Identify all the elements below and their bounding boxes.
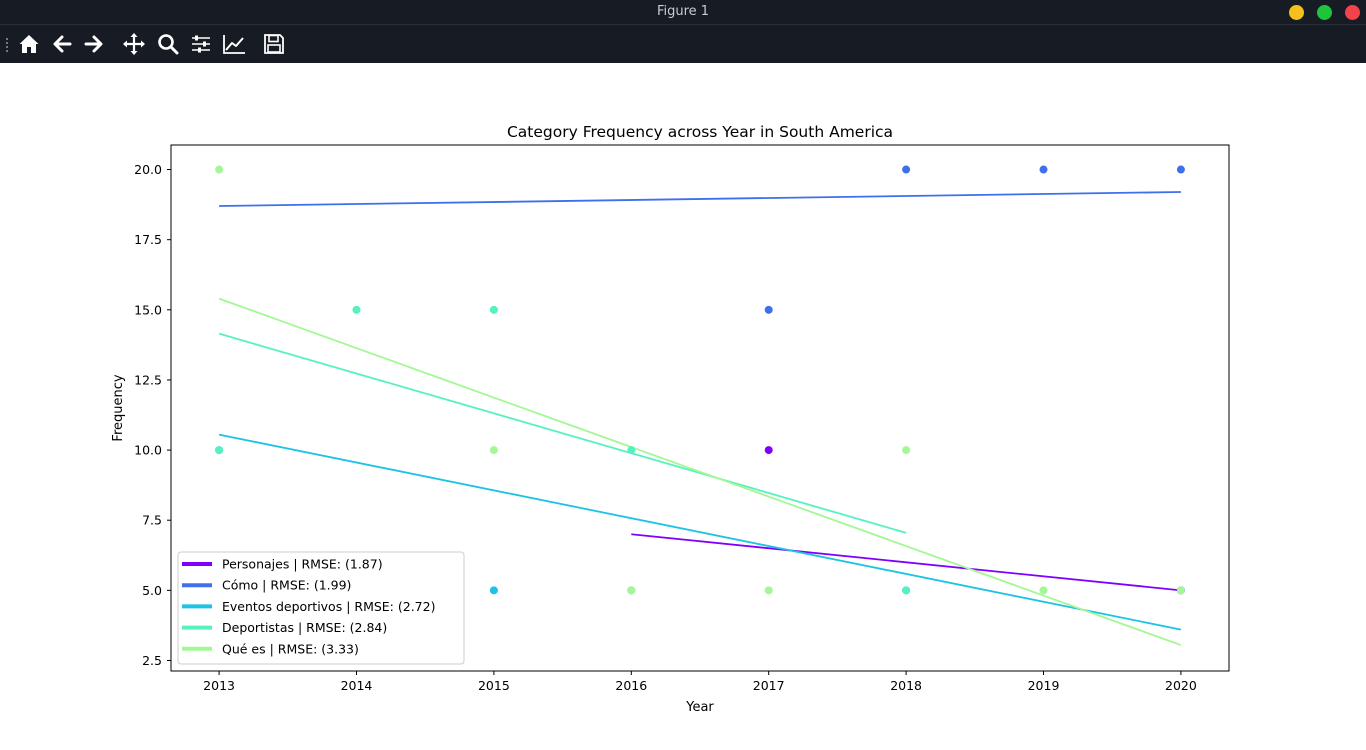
figure-canvas[interactable]: Category Frequency across Year in South … [0,63,1366,746]
legend-entry-label: Cómo | RMSE: (1.99) [222,578,351,593]
data-point-series-1 [1176,165,1185,174]
toolbar-grip-handle[interactable] [5,37,9,53]
axis-ticks: 2013 2014 2015 2016 2017 2018 2019 2020 2.5 5.0 7.… [134,162,1197,693]
scatter-chart[interactable]: Category Frequency across Year in South … [0,63,1366,746]
maximize-button[interactable] [1317,5,1332,20]
data-point-series-4 [215,165,224,174]
arrow-left-icon [53,35,72,53]
chart-title: Category Frequency across Year in South … [507,123,893,141]
window-titlebar: Figure 1 [0,0,1366,24]
data-point-series-4 [489,446,498,455]
x-tick-label: 2020 [1165,678,1197,693]
move-icon [123,33,145,55]
x-tick-label: 2019 [1028,678,1060,693]
data-point-series-1 [1039,165,1048,174]
zoom-button[interactable] [154,30,182,58]
y-axis-label: Frequency [111,374,126,441]
save-button[interactable] [260,30,288,58]
home-icon [19,35,39,53]
y-tick-label: 7.5 [142,513,162,528]
trend-line-series-3 [218,332,907,534]
navigation-toolbar [0,24,1366,63]
data-point-series-4 [627,586,636,595]
window-title: Figure 1 [656,4,710,19]
x-tick-label: 2017 [753,678,785,693]
axes-frame [170,144,1230,672]
data-point-series-4 [1176,586,1185,595]
x-tick-label: 2016 [615,678,647,693]
data-point-series-0 [764,446,773,455]
legend: Personajes | RMSE: (1.87) Cómo | RMSE: (1… [177,551,465,665]
x-tick-label: 2018 [890,678,922,693]
y-tick-label: 10.0 [134,443,162,458]
close-button[interactable] [1345,5,1360,20]
y-tick-label: 12.5 [134,372,162,387]
data-point-series-3 [215,446,224,455]
trend-line-series-4 [218,297,1182,646]
trend-line-series-0 [631,533,1182,592]
y-tick-label: 5.0 [142,583,162,598]
sliders-icon [192,35,210,53]
y-tick-label: 20.0 [134,162,162,177]
trend-line-series-2 [218,433,1182,631]
data-point-series-2 [489,586,498,595]
legend-entry-label: Personajes | RMSE: (1.87) [222,557,383,572]
data-point-series-1 [764,305,773,314]
pan-button[interactable] [120,30,148,58]
legend-entry-label: Deportistas | RMSE: (2.84) [222,620,387,635]
y-tick-label: 2.5 [142,653,162,668]
legend-entry-label: Qué es | RMSE: (3.33) [222,641,359,656]
data-point-series-1 [902,165,911,174]
plot-area [215,165,1185,646]
data-point-series-4 [902,446,911,455]
data-point-series-3 [352,305,361,314]
data-point-series-4 [1039,586,1048,595]
arrow-right-icon [84,35,103,53]
line-chart-icon [223,35,245,54]
y-tick-label: 17.5 [134,232,162,247]
magnifier-icon [158,34,179,55]
trend-line-series-1 [219,191,1181,207]
legend-entry-label: Eventos deportivos | RMSE: (2.72) [222,599,435,614]
edit-axis-button[interactable] [220,30,248,58]
x-tick-label: 2014 [341,678,373,693]
home-button[interactable] [15,30,43,58]
floppy-disk-icon [264,34,284,54]
x-tick-label: 2015 [478,678,510,693]
data-point-series-3 [627,446,636,455]
minimize-button[interactable] [1289,5,1304,20]
data-point-series-4 [764,586,773,595]
forward-button[interactable] [80,30,108,58]
x-axis-label: Year [685,700,714,715]
y-tick-label: 15.0 [134,302,162,317]
x-tick-label: 2013 [203,678,235,693]
back-button[interactable] [48,30,76,58]
configure-subplots-button[interactable] [187,30,215,58]
legend-box [177,551,465,665]
data-point-series-3 [489,305,498,314]
data-point-series-3 [902,586,911,595]
